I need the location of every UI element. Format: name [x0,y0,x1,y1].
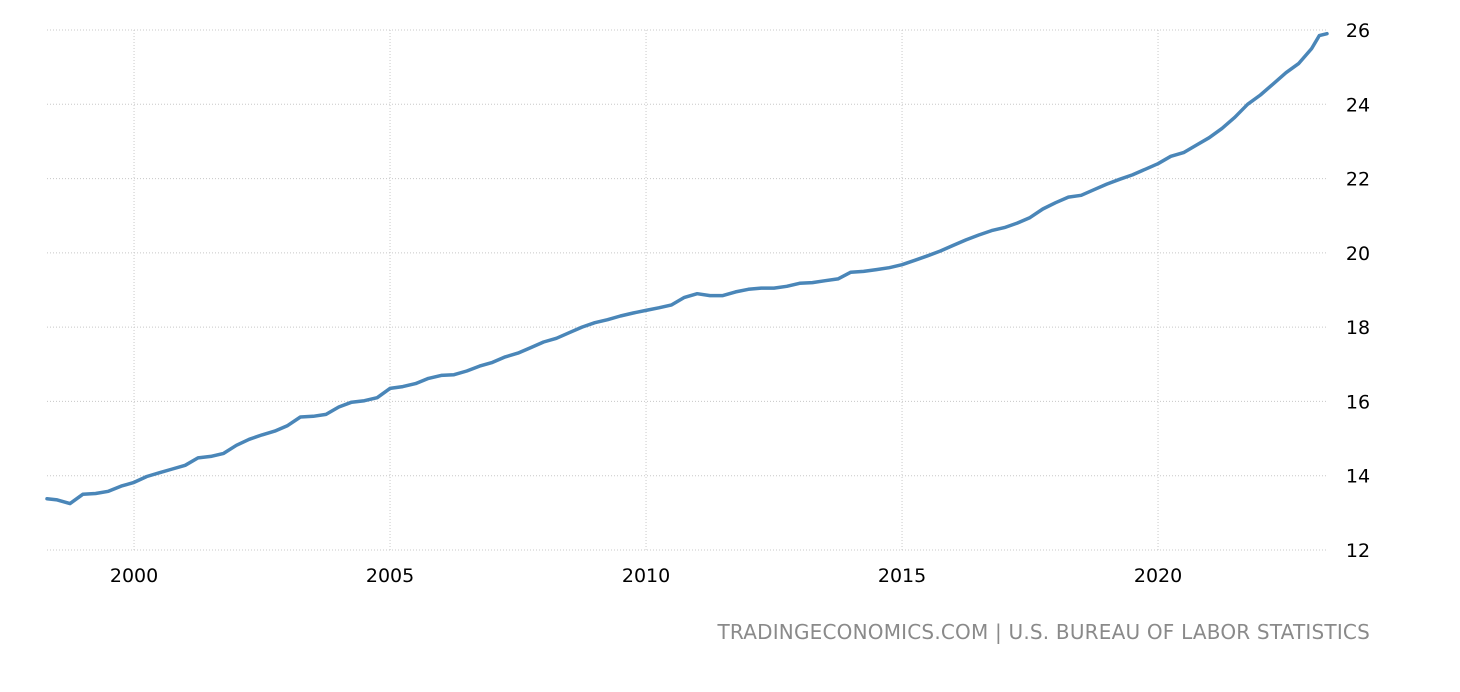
y-tick-label: 14 [1346,466,1370,488]
series-layer [45,31,1329,506]
y-tick-label: 16 [1346,391,1370,413]
x-tick-label: 2005 [366,565,414,587]
axes: 12 14 16 18 20 22 24 26 2000 2005 2010 2015 2020 [110,20,1370,587]
y-tick-label: 24 [1346,94,1370,116]
grid [47,29,1327,551]
x-tick-label: 2010 [622,565,670,587]
x-tick-label: 2020 [1134,565,1182,587]
x-tick-label: 2000 [110,565,158,587]
source-attribution: TRADINGECONOMICS.COM | U.S. BUREAU OF LA… [717,620,1370,644]
y-tick-label: 12 [1346,540,1370,562]
y-tick-label: 22 [1346,169,1370,191]
y-tick-label: 26 [1346,20,1370,42]
x-tick-label: 2015 [878,565,926,587]
series-line [45,31,1329,506]
y-tick-label: 18 [1346,317,1370,339]
y-tick-label: 20 [1346,243,1370,265]
